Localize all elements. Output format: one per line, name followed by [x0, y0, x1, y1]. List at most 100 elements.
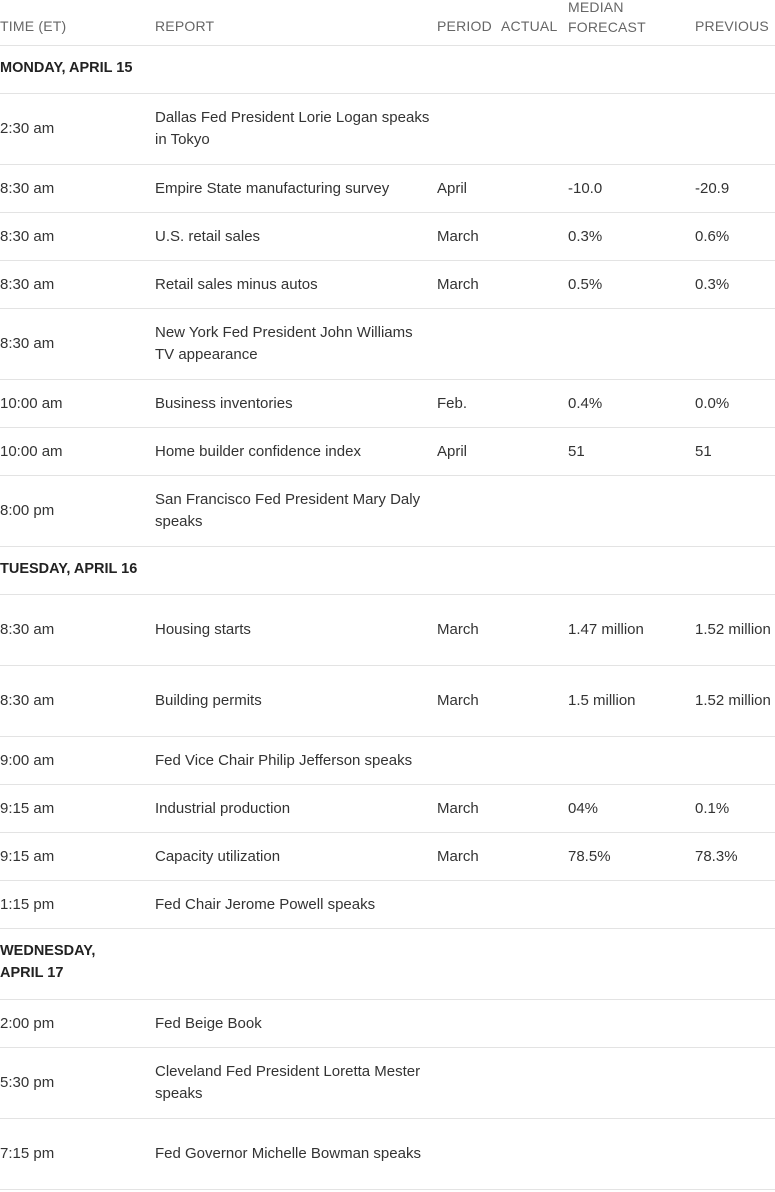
day-header-wednesday: WEDNESDAY, APRIL 17	[0, 929, 775, 1000]
row-report: New York Fed President John Williams TV …	[155, 324, 413, 363]
row-report: Home builder confidence index	[155, 442, 361, 460]
header-previous: PREVIOUS	[695, 18, 769, 34]
row-forecast: 1.47 million	[568, 621, 644, 638]
row-forecast	[568, 309, 692, 379]
row-period: Feb.	[437, 394, 468, 412]
day-label: TUESDAY, APRIL 16	[0, 561, 138, 577]
row-actual	[501, 595, 565, 665]
row-period: March	[437, 227, 479, 245]
table-row: 8:30 am U.S. retail sales March 0.3% 0.6…	[0, 213, 775, 261]
row-actual	[501, 881, 565, 928]
row-period: April	[437, 442, 468, 460]
row-previous	[695, 1048, 775, 1118]
row-previous: -20.9	[695, 179, 730, 197]
row-previous	[695, 1119, 775, 1189]
day-label: WEDNESDAY, APRIL 17	[0, 943, 96, 981]
day-header-tuesday: TUESDAY, APRIL 16	[0, 547, 775, 595]
row-period	[437, 1048, 499, 1118]
row-previous	[695, 476, 775, 546]
row-period: March	[437, 847, 479, 865]
row-forecast: 0.5%	[568, 275, 603, 293]
row-forecast	[568, 1048, 692, 1118]
row-time: 9:00 am	[0, 751, 55, 769]
row-actual	[501, 428, 565, 475]
table-row: 8:00 pm San Francisco Fed President Mary…	[0, 476, 775, 547]
row-previous	[695, 737, 775, 784]
row-forecast: 78.5%	[568, 847, 611, 865]
row-forecast	[568, 476, 692, 546]
header-period: PERIOD	[437, 18, 492, 34]
row-time: 7:15 pm	[0, 1145, 55, 1162]
table-row: 9:15 am Capacity utilization March 78.5%…	[0, 833, 775, 881]
row-time: 8:30 am	[0, 179, 55, 197]
row-period	[437, 737, 499, 784]
table-row: 8:30 am Building permits March 1.5 milli…	[0, 666, 775, 737]
row-actual	[501, 666, 565, 736]
header-report: REPORT	[155, 18, 215, 34]
row-period	[437, 476, 499, 546]
row-previous	[695, 94, 775, 164]
row-forecast	[568, 737, 692, 784]
table-row: 9:00 am Fed Vice Chair Philip Jefferson …	[0, 737, 775, 785]
row-actual	[501, 1119, 565, 1189]
row-time: 8:30 am	[0, 621, 55, 638]
row-previous: 0.6%	[695, 227, 730, 245]
row-period: March	[437, 692, 479, 709]
row-forecast: 1.5 million	[568, 692, 636, 709]
row-previous	[695, 881, 775, 928]
row-time: 10:00 am	[0, 394, 63, 412]
row-report: Building permits	[155, 692, 262, 709]
row-time: 9:15 am	[0, 847, 55, 865]
row-forecast	[568, 1000, 692, 1047]
row-previous	[695, 1000, 775, 1047]
row-actual	[501, 833, 565, 880]
row-report: Fed Beige Book	[155, 1014, 262, 1032]
row-time: 2:00 pm	[0, 1014, 55, 1032]
row-period: March	[437, 621, 479, 638]
table-row: 9:15 am Industrial production March 04% …	[0, 785, 775, 833]
row-previous: 1.52 million	[695, 621, 771, 638]
row-report: Fed Governor Michelle Bowman speaks	[155, 1145, 421, 1162]
row-period: March	[437, 275, 479, 293]
table-row: 7:15 pm Fed Governor Michelle Bowman spe…	[0, 1119, 775, 1190]
row-report: Industrial production	[155, 799, 291, 817]
table-row: 10:00 am Business inventories Feb. 0.4% …	[0, 380, 775, 428]
row-period	[437, 309, 499, 379]
table-row: 8:30 am New York Fed President John Will…	[0, 309, 775, 380]
table-row: 8:30 am Retail sales minus autos March 0…	[0, 261, 775, 309]
row-time: 10:00 am	[0, 442, 63, 460]
row-forecast	[568, 94, 692, 164]
row-period	[437, 94, 499, 164]
row-actual	[501, 261, 565, 308]
row-period	[437, 1119, 499, 1189]
row-time: 5:30 pm	[0, 1074, 55, 1091]
row-report: U.S. retail sales	[155, 227, 261, 245]
row-report: Capacity utilization	[155, 847, 281, 865]
row-actual	[501, 213, 565, 260]
row-report: Fed Vice Chair Philip Jefferson speaks	[155, 751, 413, 769]
row-report: San Francisco Fed President Mary Daly sp…	[155, 491, 421, 530]
day-header-monday: MONDAY, APRIL 15	[0, 46, 775, 94]
row-time: 9:15 am	[0, 799, 55, 817]
row-time: 8:30 am	[0, 335, 55, 352]
row-time: 8:30 am	[0, 692, 55, 709]
table-row: 5:30 pm Cleveland Fed President Loretta …	[0, 1048, 775, 1119]
table-row: 8:30 am Housing starts March 1.47 millio…	[0, 595, 775, 666]
row-time: 8:00 pm	[0, 502, 55, 519]
row-time: 1:15 pm	[0, 895, 55, 913]
table-row: 8:30 am Empire State manufacturing surve…	[0, 165, 775, 213]
row-previous: 0.3%	[695, 275, 730, 293]
row-forecast	[568, 881, 692, 928]
row-actual	[501, 737, 565, 784]
table-row: 2:00 pm Fed Beige Book	[0, 1000, 775, 1048]
table-row: 10:00 am Home builder confidence index A…	[0, 428, 775, 476]
row-period	[437, 1000, 499, 1047]
row-period: April	[437, 179, 468, 197]
row-previous: 1.52 million	[695, 692, 771, 709]
row-actual	[501, 476, 565, 546]
row-time: 2:30 am	[0, 120, 55, 137]
header-median-forecast: MEDIAN FORECAST	[568, 0, 646, 35]
row-time: 8:30 am	[0, 227, 55, 245]
row-forecast	[568, 1119, 692, 1189]
